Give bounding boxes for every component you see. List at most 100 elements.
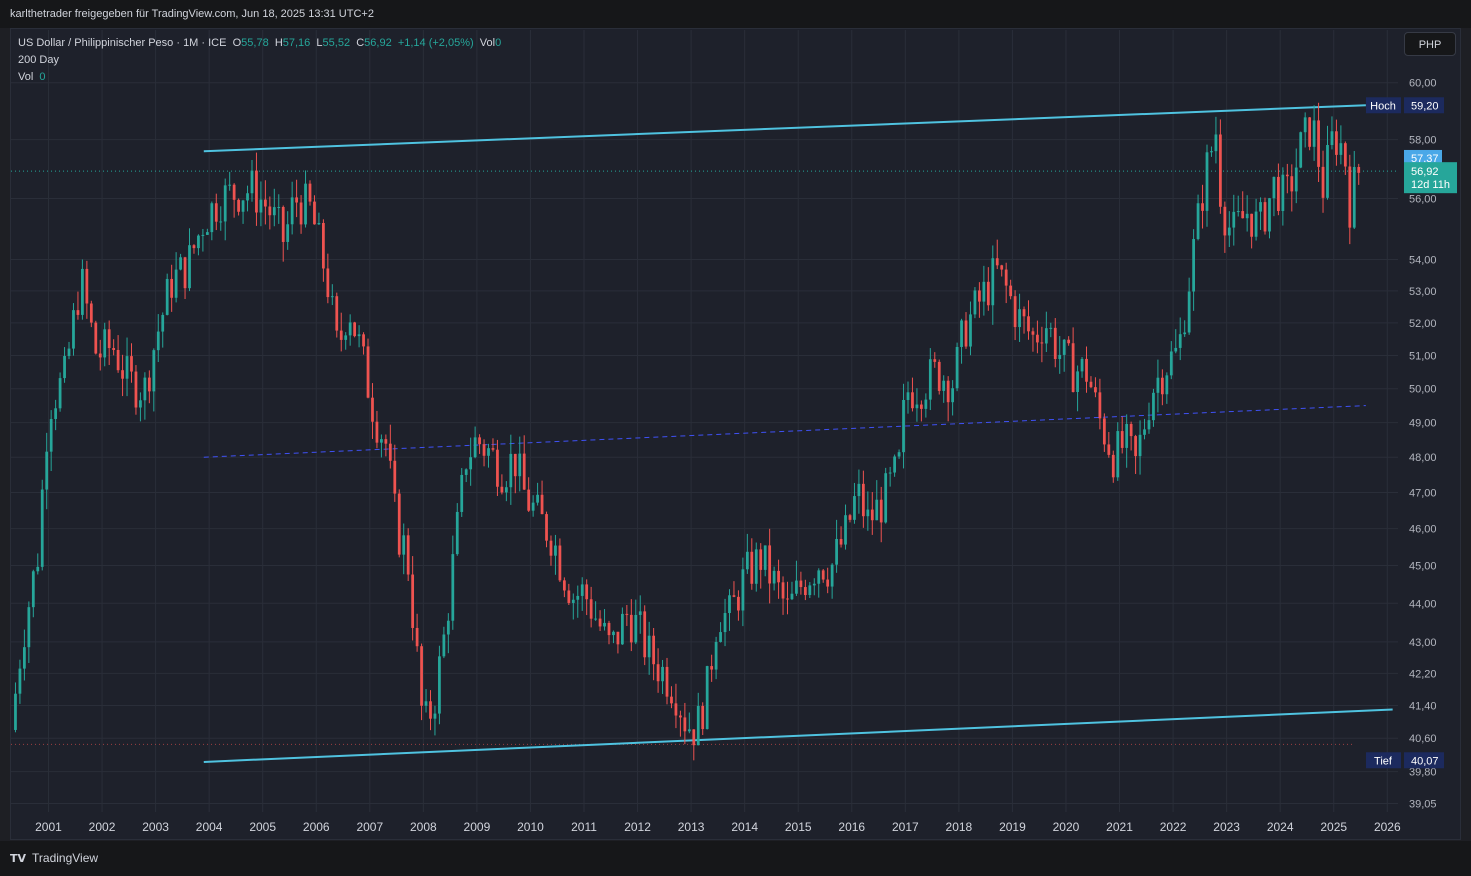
y-tick-label: 40,60 bbox=[1409, 733, 1437, 745]
candle-body bbox=[839, 538, 843, 545]
candle-body bbox=[795, 580, 798, 594]
candle-body bbox=[1210, 151, 1213, 153]
candle-body bbox=[1348, 166, 1352, 228]
candle-body bbox=[982, 281, 986, 302]
channel-lines bbox=[203, 104, 1393, 763]
candle-body bbox=[772, 570, 776, 584]
candle-body bbox=[1254, 211, 1258, 237]
attribution-text: karlthetrader freigegeben für TradingVie… bbox=[10, 8, 374, 20]
candle-body bbox=[201, 234, 205, 236]
candle-body bbox=[995, 258, 999, 266]
low-value: 55,52 bbox=[322, 37, 351, 49]
candle-body bbox=[817, 570, 821, 584]
candle-body bbox=[1183, 332, 1187, 335]
candle-body bbox=[295, 197, 298, 203]
candle-body bbox=[933, 359, 937, 362]
candle-body bbox=[1107, 444, 1111, 455]
candle-body bbox=[1062, 339, 1066, 355]
candle-body bbox=[1143, 429, 1146, 435]
candle-body bbox=[1165, 375, 1169, 395]
close-value: 56,92 bbox=[364, 37, 392, 49]
candle-body bbox=[1290, 176, 1294, 192]
candle-body bbox=[1205, 152, 1209, 211]
x-tick-label: 2026 bbox=[1374, 820, 1401, 834]
candle-body bbox=[928, 359, 932, 400]
candle-body bbox=[719, 632, 722, 642]
candle-body bbox=[1259, 202, 1262, 212]
candle-body bbox=[415, 627, 419, 647]
channel-bottom-line bbox=[203, 708, 1393, 763]
candle-body bbox=[85, 268, 89, 304]
candle-body bbox=[1263, 202, 1267, 232]
price-tag-value-bg bbox=[1404, 162, 1457, 194]
candle-body bbox=[870, 509, 874, 521]
candle-body bbox=[1094, 387, 1097, 393]
legend-ohlc-row: US Dollar / Philippinischer Peso · 1M · … bbox=[18, 35, 501, 52]
candle-body bbox=[103, 329, 107, 358]
candle-body bbox=[745, 551, 749, 570]
candle-body bbox=[326, 268, 330, 298]
candle-body bbox=[603, 622, 606, 627]
candle-body bbox=[616, 631, 620, 645]
candle-body bbox=[763, 545, 767, 570]
y-tick-label: 54,00 bbox=[1409, 255, 1437, 267]
candle-body bbox=[67, 348, 71, 357]
channel-top-line bbox=[203, 104, 1366, 153]
candle-body bbox=[545, 514, 548, 541]
candle-body bbox=[1076, 371, 1079, 393]
candle-body bbox=[665, 666, 669, 697]
candle-body bbox=[487, 448, 490, 456]
candle-body bbox=[214, 203, 218, 222]
candle-body bbox=[250, 170, 254, 194]
y-tick-label: 49,00 bbox=[1409, 418, 1437, 430]
candle-body bbox=[714, 641, 718, 670]
candle-body bbox=[812, 583, 816, 586]
candle-body bbox=[531, 502, 535, 511]
price-tag-value: 56,92 bbox=[1411, 166, 1439, 178]
candle-body bbox=[366, 346, 370, 398]
candle-body bbox=[821, 570, 825, 580]
legend-vol-row[interactable]: Vol 0 bbox=[18, 69, 501, 86]
legend-ma-row[interactable]: 200 Day bbox=[18, 52, 501, 69]
candle-body bbox=[1053, 327, 1057, 360]
candle-body bbox=[496, 449, 499, 487]
candle-body bbox=[942, 380, 946, 391]
currency-button[interactable]: PHP bbox=[1404, 32, 1456, 56]
x-tick-label: 2005 bbox=[249, 820, 276, 834]
candle-body bbox=[1156, 377, 1160, 393]
candle-body bbox=[219, 221, 223, 223]
candle-body bbox=[549, 540, 553, 556]
candle-body bbox=[424, 701, 428, 706]
candle-body bbox=[259, 199, 263, 213]
candle-body bbox=[692, 729, 696, 746]
price-tag-value-bg bbox=[1404, 149, 1442, 166]
candle-body bbox=[1339, 143, 1343, 155]
candle-body bbox=[1187, 291, 1191, 333]
candle-body bbox=[629, 614, 633, 643]
candle-body bbox=[585, 584, 589, 600]
candle-body bbox=[598, 618, 602, 627]
candle-body bbox=[1044, 328, 1048, 344]
candle-body bbox=[54, 408, 58, 420]
symbol-label[interactable]: US Dollar / Philippinischer Peso · 1M · … bbox=[18, 37, 227, 49]
candle-body bbox=[1330, 131, 1334, 146]
candle-body bbox=[946, 380, 950, 403]
candle-body bbox=[246, 193, 249, 201]
tradingview-brand[interactable]: TV TradingView bbox=[10, 851, 98, 865]
candle-body bbox=[491, 448, 495, 450]
candle-body bbox=[978, 290, 981, 302]
x-tick-label: 2011 bbox=[571, 820, 597, 834]
candle-body bbox=[72, 310, 75, 349]
candle-body bbox=[1236, 211, 1240, 213]
candle-body bbox=[179, 257, 182, 270]
candle-body bbox=[1196, 203, 1200, 240]
candle-body bbox=[1335, 131, 1338, 155]
candle-body bbox=[308, 183, 312, 202]
candle-body bbox=[920, 404, 923, 409]
candle-body bbox=[183, 257, 187, 289]
candle-body bbox=[1138, 434, 1142, 457]
candle-body bbox=[571, 599, 575, 603]
candle-body bbox=[710, 666, 714, 670]
candle-body bbox=[429, 701, 432, 719]
